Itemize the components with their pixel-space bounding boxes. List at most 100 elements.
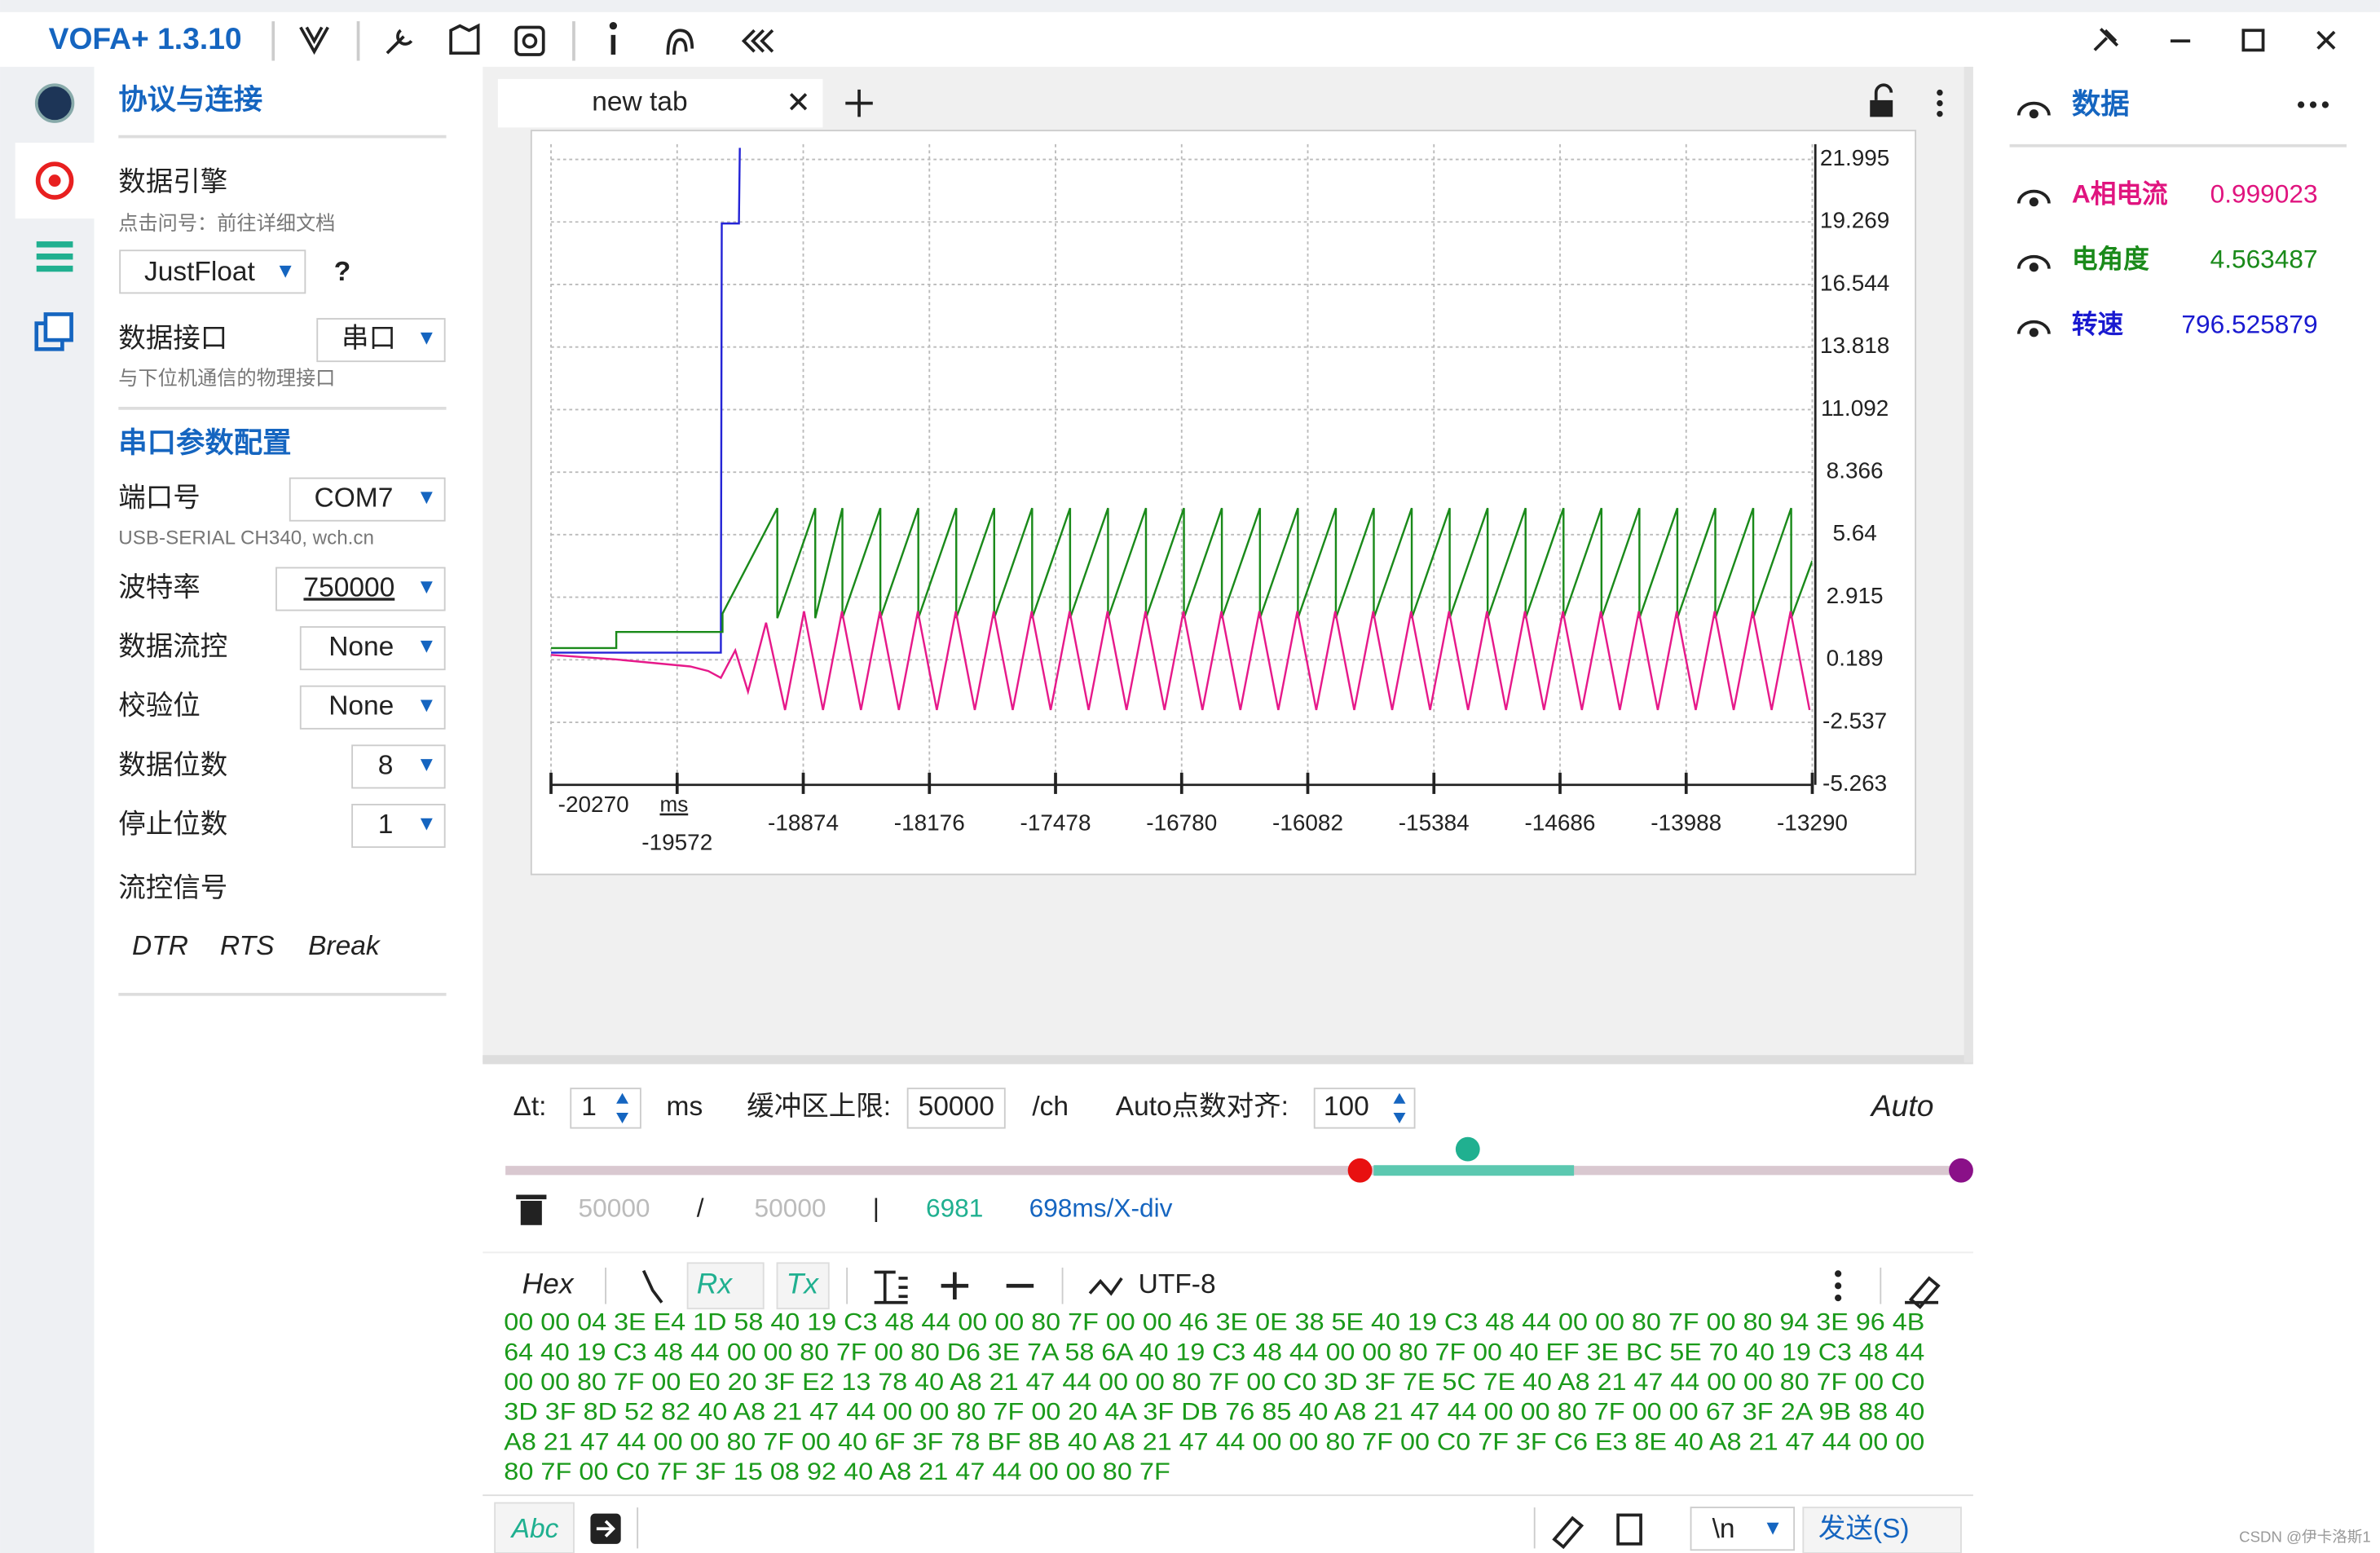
tx-button[interactable]	[776, 1262, 830, 1310]
chart: 21.995 19.269 16.544 13.818 11.092 8.366 5.64 2…	[549, 143, 1889, 855]
hex-toggle[interactable]: Hex	[522, 1268, 575, 1300]
databits-label: 数据位数	[118, 750, 227, 780]
x-tick-label: -18874	[768, 810, 839, 836]
spin-down[interactable]	[616, 1112, 628, 1124]
lock-icon[interactable]	[1870, 83, 1893, 117]
hex-line: A8 21 47 44 00 00 80 7F 00 40 6F 3F 78 B…	[504, 1428, 1924, 1455]
flow-label: 数据流控	[118, 632, 227, 662]
signal-button[interactable]: RTS	[220, 931, 274, 961]
x-tick-label: -13988	[1651, 810, 1721, 836]
rx-label: Rx	[697, 1268, 734, 1300]
mode-toggle[interactable]: Auto	[1870, 1088, 1934, 1123]
interface-select[interactable]	[316, 318, 446, 363]
parity-select[interactable]	[299, 685, 446, 730]
buffer-input[interactable]	[906, 1088, 1006, 1129]
eye-icon[interactable]	[2016, 101, 2051, 119]
y-tick-label: -2.537	[1822, 708, 1887, 733]
tab[interactable]	[497, 78, 823, 128]
x-tick-label: -16082	[1272, 810, 1343, 836]
x-tick-label: -15384	[1399, 810, 1470, 836]
stopbits-value: 1	[378, 810, 394, 840]
eye-pupil	[2029, 263, 2038, 272]
stopbits-select[interactable]	[351, 804, 446, 849]
port-select[interactable]	[289, 477, 446, 522]
menu-dots[interactable]	[1835, 1270, 1842, 1302]
hex-line: 80 7F 00 C0 7F 3F 15 08 92 40 A8 21 47 4…	[504, 1458, 1170, 1485]
send-label: 发送(S)	[1818, 1514, 1910, 1544]
eye-icon[interactable]	[2016, 189, 2051, 204]
x-tick-label: -13290	[1777, 810, 1848, 836]
x-tick-label: -19572	[641, 830, 712, 855]
flow-select[interactable]	[299, 626, 446, 671]
x-tick-label: -18176	[894, 810, 965, 836]
slider-handle[interactable]	[1455, 1136, 1480, 1162]
spin-up[interactable]	[1393, 1092, 1406, 1104]
dt-value: 1	[581, 1092, 597, 1122]
databits-select[interactable]	[351, 744, 446, 789]
x-tick-label: -16780	[1146, 810, 1217, 836]
series-line	[551, 148, 741, 654]
signal-button[interactable]: DTR	[132, 931, 188, 961]
nav-icons[interactable]	[34, 83, 75, 351]
menu-dots[interactable]	[2298, 101, 2329, 108]
port-note: USB-SERIAL CH340, wch.cn	[118, 527, 374, 549]
interface-value: 串口	[342, 324, 396, 354]
spin-up[interactable]	[616, 1092, 628, 1104]
scrollbar	[1964, 66, 1973, 1063]
interface-label: 数据接口	[118, 324, 227, 354]
toolbar-icons	[271, 21, 2336, 61]
y-tick-label: 16.544	[1820, 270, 1889, 295]
send-file-icon[interactable]	[590, 1513, 621, 1544]
align-input[interactable]	[1313, 1088, 1416, 1129]
eye-icon[interactable]	[2016, 320, 2051, 334]
eye-icon[interactable]	[2016, 254, 2051, 269]
clear-icon[interactable]	[1552, 1515, 1584, 1550]
databits-value: 8	[378, 750, 394, 780]
dt-label: Δt:	[513, 1092, 546, 1122]
buffer-label: 缓冲区上限:	[747, 1092, 891, 1122]
engine-select[interactable]	[119, 249, 306, 294]
hex-line: 3D 3F 8D 52 82 40 A8 21 47 44 00 00 80 7…	[504, 1399, 1924, 1426]
newline-select[interactable]	[1690, 1507, 1796, 1551]
stat-sep: |	[873, 1193, 879, 1223]
stat-limit: 50000	[755, 1193, 826, 1223]
tool-icons[interactable]	[874, 1270, 1941, 1309]
tab-title[interactable]: new tab	[592, 86, 687, 117]
cursor-icon[interactable]	[641, 1269, 663, 1304]
send-button[interactable]	[1802, 1507, 1962, 1553]
newline-value: \n	[1712, 1514, 1735, 1544]
signal-button[interactable]: Break	[308, 931, 381, 961]
help-link[interactable]: ?	[334, 257, 350, 287]
dropdown-arrow	[420, 759, 433, 771]
flow-value: None	[328, 632, 394, 662]
menu-dots[interactable]	[1937, 89, 1943, 117]
spin-down[interactable]	[1393, 1112, 1406, 1124]
interface-note: 与下位机通信的物理接口	[118, 368, 335, 390]
top-edge	[0, 0, 2380, 12]
slider-handle[interactable]	[1347, 1158, 1373, 1183]
y-tick-label: 2.915	[1827, 583, 1884, 608]
history-icon[interactable]	[1616, 1513, 1642, 1546]
abc-button[interactable]	[494, 1502, 575, 1553]
dropdown-arrow	[420, 640, 433, 653]
tab-close[interactable]	[789, 93, 808, 111]
trash-icon[interactable]	[516, 1194, 547, 1225]
buffer-unit: /ch	[1032, 1092, 1069, 1122]
y-tick-label: 13.818	[1820, 333, 1889, 358]
dt-input[interactable]	[570, 1088, 641, 1129]
encoding[interactable]: UTF-8	[1139, 1269, 1216, 1299]
hex-line: 00 00 80 7F 00 E0 20 3F E2 13 78 40 A8 2…	[504, 1369, 1924, 1396]
hex-line: 64 40 19 C3 48 44 00 00 80 7F 00 80 D6 3…	[504, 1339, 1924, 1365]
slider-handle[interactable]	[1949, 1158, 1973, 1183]
splitter[interactable]	[483, 1055, 1973, 1065]
dropdown-arrow	[420, 699, 433, 713]
rx-button[interactable]	[686, 1262, 765, 1310]
x-tick-label: -20270	[558, 792, 629, 817]
dropdown-arrow	[1766, 1522, 1779, 1535]
stat-sep: /	[697, 1193, 704, 1223]
hex-line: 00 00 04 3E E4 1D 58 40 19 C3 48 44 00 0…	[504, 1309, 1924, 1336]
baud-select[interactable]	[275, 567, 446, 611]
tab-add[interactable]	[845, 89, 873, 117]
